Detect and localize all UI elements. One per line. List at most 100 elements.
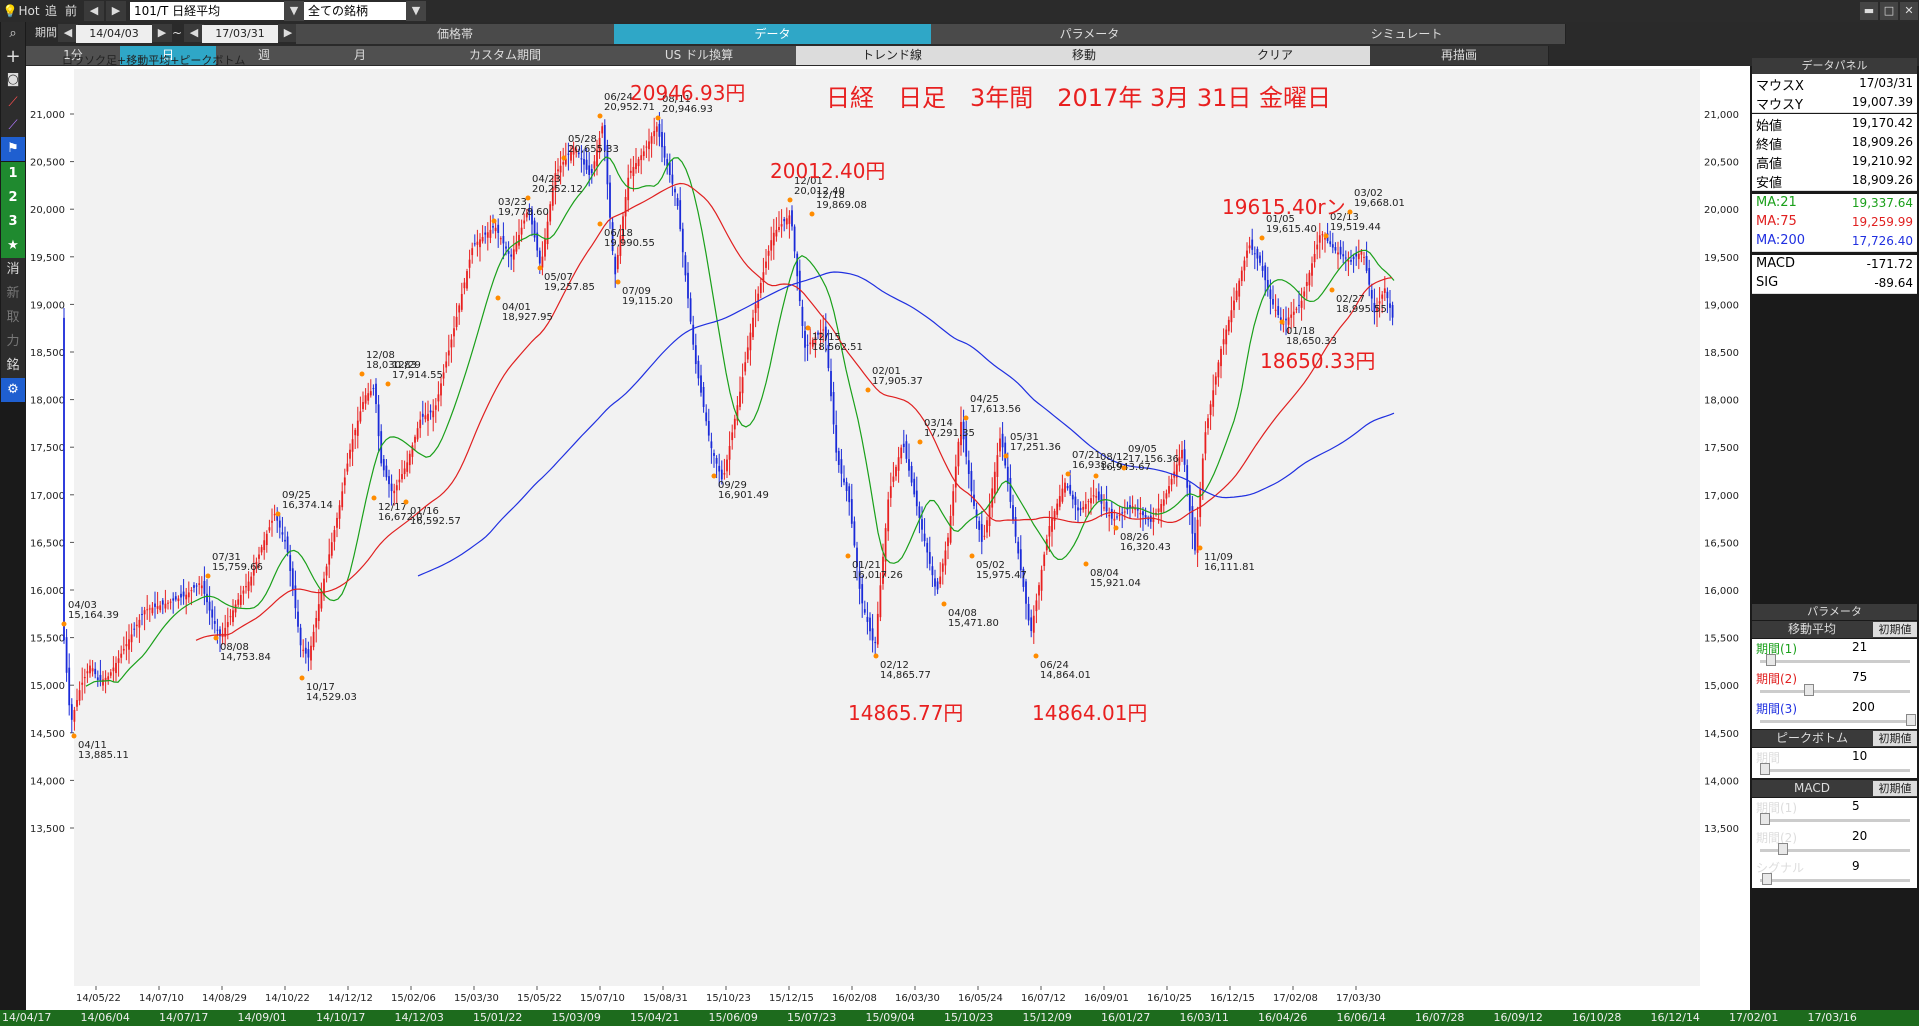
pb-period-value[interactable]: 10	[1852, 749, 1868, 763]
tf-daily[interactable]: 日	[120, 46, 217, 65]
peak-bottom-date: 02/01	[872, 366, 901, 377]
tsui-button[interactable]: 追	[44, 4, 57, 18]
preset-3-button[interactable]: 3	[1, 210, 25, 234]
tf-custom[interactable]: カスタム期間	[408, 46, 603, 65]
candle-body	[1305, 282, 1308, 286]
candle-body	[151, 607, 154, 614]
macd-period-1-slider[interactable]	[1760, 813, 1770, 825]
tab-parameters[interactable]: パラメータ	[931, 24, 1249, 44]
ma-period-2-value[interactable]: 75	[1852, 670, 1868, 684]
candle-body	[785, 218, 788, 225]
power-button[interactable]: 力	[1, 330, 25, 354]
tab-data[interactable]: データ	[614, 24, 932, 44]
candle-body	[445, 361, 448, 368]
candle-body	[637, 159, 640, 167]
chart-red-icon[interactable]: ⟋	[1, 91, 25, 115]
symbol-button[interactable]: 銘	[1, 354, 25, 378]
get-button[interactable]: 取	[1, 306, 25, 330]
next-symbol-button[interactable]: ▶	[106, 1, 126, 21]
candle-body	[216, 629, 219, 631]
search-icon[interactable]: ⌕	[1, 22, 25, 46]
prev-symbol-button[interactable]: ◀	[84, 1, 104, 21]
candle-body	[122, 648, 125, 651]
candle-body	[658, 123, 661, 137]
trendline-button[interactable]: トレンド線	[796, 46, 989, 65]
star-icon[interactable]: ★	[1, 234, 25, 258]
start-prev-icon[interactable]: ◀	[58, 24, 78, 42]
candle-body	[895, 466, 897, 477]
candle-body	[377, 404, 380, 437]
x-tick-label: 16/05/24	[958, 993, 1003, 1004]
mae-button[interactable]: 前	[64, 4, 77, 18]
candle-body	[739, 391, 741, 407]
ma-period-3-value[interactable]: 200	[1852, 700, 1875, 714]
tf-monthly[interactable]: 月	[312, 46, 409, 65]
candlestick-chart[interactable]: 21,000 21,000 20,500 20,500 20,000 20,000 19,5…	[26, 66, 1750, 1010]
minimize-icon[interactable]: ▬	[1860, 2, 1878, 20]
tab-price-band[interactable]: 価格帯	[296, 24, 615, 44]
macd-period-2-value[interactable]: 20	[1852, 829, 1868, 843]
start-date-field[interactable]: 14/04/03	[76, 25, 152, 43]
gear-icon[interactable]: ⚙	[1, 378, 25, 402]
top-toolbar: 💡 Hot 追 前 ◀ ▶ 101/T 日経平均 ▼ 全ての銘柄 ▼ ▬ □ ✕	[0, 0, 1919, 22]
ma-period-1-value[interactable]: 21	[1852, 640, 1868, 654]
ma-period-3-slider[interactable]	[1906, 714, 1916, 726]
symbol-dropdown-icon[interactable]: ▼	[284, 1, 304, 21]
candle-body	[557, 169, 559, 172]
tf-1min[interactable]: 1分	[26, 46, 121, 65]
candle-body	[980, 524, 983, 542]
macd-signal: シグナル 9	[1752, 858, 1917, 888]
y-tick-label-left: 14,000	[30, 776, 65, 787]
add-icon[interactable]: +	[1, 45, 25, 69]
date-strip-label: 16/01/27	[1101, 1011, 1151, 1024]
bulb-icon[interactable]: 💡	[2, 4, 18, 18]
end-date-field[interactable]: 17/03/31	[202, 25, 278, 43]
end-next-icon[interactable]: ▶	[278, 24, 298, 42]
start-next-icon[interactable]: ▶	[152, 24, 172, 42]
hot-button[interactable]: Hot	[18, 4, 40, 18]
tf-weekly[interactable]: 週	[216, 46, 313, 65]
preset-1-button[interactable]: 1	[1, 162, 25, 186]
preset-2-button[interactable]: 2	[1, 186, 25, 210]
universe-dropdown-icon[interactable]: ▼	[406, 1, 426, 21]
ma-period-1-slider[interactable]	[1766, 654, 1776, 666]
usd-conversion-button[interactable]: US ドル換算	[602, 46, 797, 65]
candle-body	[1386, 291, 1389, 299]
candle-body	[304, 647, 307, 654]
pb-reset-button[interactable]: 初期値	[1873, 731, 1917, 746]
end-prev-icon[interactable]: ◀	[184, 24, 204, 42]
macd-reset-button[interactable]: 初期値	[1873, 781, 1917, 796]
symbol-input[interactable]: 101/T 日経平均	[130, 2, 286, 20]
ma-period-2-slider[interactable]	[1804, 684, 1814, 696]
camera-icon[interactable]: ◙	[1, 68, 25, 92]
date-scroll-strip[interactable]: 14/04/17 14/06/04 14/07/17 14/09/01 14/10/17…	[0, 1010, 1919, 1026]
universe-select[interactable]: 全ての銘柄	[304, 2, 408, 20]
y-tick-label-left: 14,500	[30, 729, 65, 740]
candle-body	[1238, 280, 1241, 297]
candle-body	[1285, 318, 1287, 321]
ma-reset-button[interactable]: 初期値	[1873, 622, 1917, 637]
chart-area[interactable]: 21,000 21,000 20,500 20,500 20,000 20,000 19,5…	[26, 55, 1750, 1010]
candle-body	[78, 690, 81, 701]
maximize-icon[interactable]: □	[1880, 2, 1898, 20]
macd-period-1-value[interactable]: 5	[1852, 799, 1860, 813]
redraw-button[interactable]: 再描画	[1370, 46, 1549, 65]
candle-body	[1337, 252, 1339, 255]
tab-simulate[interactable]: シミュレート	[1248, 24, 1566, 44]
clear-button[interactable]: クリア	[1180, 46, 1371, 65]
candle-body	[1214, 376, 1217, 385]
move-button[interactable]: 移動	[988, 46, 1181, 65]
flag-icon[interactable]: ⚑	[1, 137, 25, 161]
close-icon[interactable]: ✕	[1900, 2, 1918, 20]
macd-signal-value[interactable]: 9	[1852, 859, 1860, 873]
macd-period-2-slider[interactable]	[1778, 843, 1788, 855]
new-button[interactable]: 新	[1, 282, 25, 306]
candle-body	[133, 628, 136, 630]
pb-period-slider[interactable]	[1760, 763, 1770, 775]
candle-body	[720, 469, 723, 480]
peak-bottom-value: 14,529.03	[306, 692, 357, 703]
macd-signal-slider[interactable]	[1762, 873, 1772, 885]
chart-purple-icon[interactable]: ⟋	[1, 114, 25, 138]
delete-button[interactable]: 消	[1, 258, 25, 282]
candle-body	[1373, 302, 1376, 313]
